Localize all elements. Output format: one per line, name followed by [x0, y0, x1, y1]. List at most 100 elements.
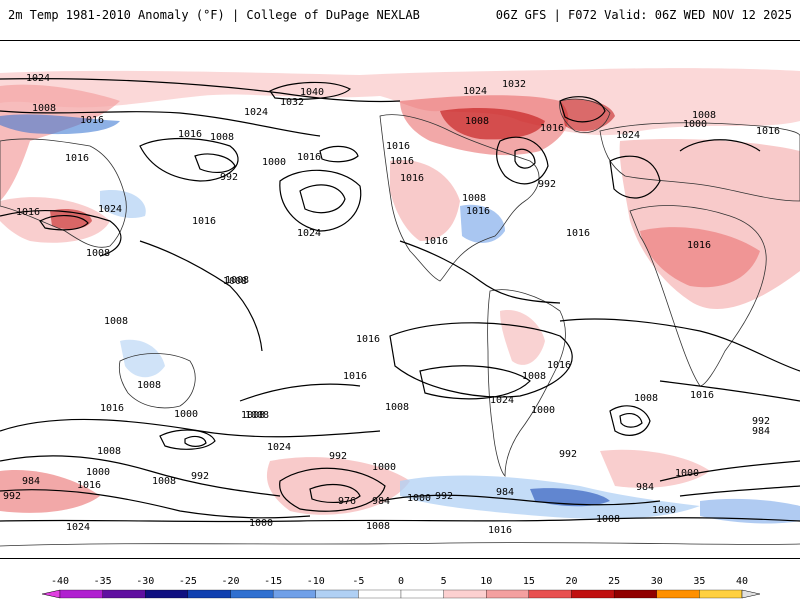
colorbar-swatches — [41, 589, 761, 599]
colorbar-tick-label: 5 — [441, 576, 447, 587]
isobar-label: 1016 — [356, 334, 380, 345]
isobar-line — [0, 110, 321, 137]
colorbar-left-arrow — [41, 589, 61, 599]
isobar-label: 1016 — [65, 153, 89, 164]
isobar-line — [609, 155, 661, 199]
anomaly-region — [0, 114, 120, 135]
isobar-label: 1024 — [98, 204, 122, 215]
isobar-line — [139, 240, 263, 352]
isobar-label: 1008 — [385, 402, 409, 413]
isobar-line — [299, 184, 346, 214]
isobar-label: 992 — [752, 416, 770, 427]
isobar-label: 1032 — [502, 79, 526, 90]
colorbar-swatch — [699, 589, 743, 599]
colorbar-swatch — [187, 589, 231, 599]
colorbar-swatch — [358, 589, 402, 599]
anomaly-region — [460, 204, 505, 243]
isobar-line — [309, 483, 361, 503]
isobar-line — [0, 489, 311, 519]
antarctica-outline — [0, 542, 800, 547]
isobar-label: 992 — [329, 451, 347, 462]
isobar-label: 1008 — [596, 514, 620, 525]
colorbar-swatch — [613, 589, 657, 599]
greenland-outline — [559, 98, 611, 133]
isobar-line — [559, 96, 606, 123]
colorbar-tick-label: -40 — [51, 576, 69, 587]
isobar-label: 1016 — [343, 371, 367, 382]
isobar-line — [0, 418, 381, 438]
isobar-label: 1016 — [178, 129, 202, 140]
isobar-label: 1016 — [687, 240, 711, 251]
isobar-line — [389, 322, 573, 398]
isobar-line — [0, 455, 281, 497]
colorbar-tick-label: -30 — [136, 576, 154, 587]
isobar-label: 1016 — [192, 216, 216, 227]
isobar-label: 1016 — [547, 360, 571, 371]
isobar-labels: 1024 1008 1016 1016 1016 1008 992 1000 1… — [3, 73, 780, 536]
map-panel[interactable]: 1024 1008 1016 1016 1016 1008 992 1000 1… — [0, 40, 800, 559]
colorbar-swatch — [59, 589, 103, 599]
isobar-line — [379, 494, 661, 506]
isobar-label: 1008 — [634, 393, 658, 404]
isobar-line — [184, 435, 207, 447]
isobar-label: 1000 — [675, 468, 699, 479]
isobar-label: 1040 — [300, 87, 324, 98]
anomaly-region — [700, 498, 800, 524]
isobar-label: 1016 — [566, 228, 590, 239]
anomaly-region — [440, 108, 545, 140]
isobar-line — [139, 137, 239, 182]
colorbar-tick-label: 15 — [523, 576, 535, 587]
isobar-label: 1000 — [652, 505, 676, 516]
isobar-label: 1000 — [262, 157, 286, 168]
south-america-outline — [487, 289, 566, 477]
isobar-line — [609, 405, 651, 436]
isobar-line — [679, 139, 761, 152]
coastlines — [0, 98, 800, 547]
map-title: 2m Temp 1981-2010 Anomaly (°F) | College… — [8, 8, 420, 22]
isobar-label: 1000 — [407, 493, 431, 504]
anomaly-region — [560, 99, 615, 132]
colorbar-tick-label: -35 — [94, 576, 112, 587]
isobar-label: 1008 — [225, 275, 249, 286]
run-info: 06Z GFS | F072 Valid: 06Z WED NOV 12 202… — [495, 8, 792, 22]
isobar-label: 1008 — [32, 103, 56, 114]
north-america-outline — [379, 114, 540, 282]
colorbar-swatch — [571, 589, 615, 599]
isobar-label: 1016 — [756, 126, 780, 137]
anomaly-region — [640, 227, 760, 288]
colorbar-swatch — [145, 589, 189, 599]
colorbar-tick-label: 35 — [693, 576, 705, 587]
isobar-label: 1008 — [692, 110, 716, 121]
isobar-label: 1016 — [540, 123, 564, 134]
isobar-label: 992 — [435, 491, 453, 502]
isobars — [0, 78, 800, 523]
isobar-line — [399, 240, 561, 304]
colorbar-tick-label: -5 — [352, 576, 364, 587]
colorbar-swatch — [230, 589, 274, 599]
isobar-label: 984 — [752, 426, 770, 437]
isobar-label: 1016 — [297, 152, 321, 163]
isobar-line — [559, 318, 800, 372]
colorbar-swatch — [400, 589, 444, 599]
isobar-label: 1016 — [400, 173, 424, 184]
isobar-label: 1016 — [16, 207, 40, 218]
isobar-line — [0, 517, 800, 523]
isobar-label: 984 — [636, 482, 654, 493]
isobar-label: 1008 — [137, 380, 161, 391]
isobar-label: 1016 — [100, 403, 124, 414]
isobar-label: 1000 — [249, 518, 273, 529]
isobar-label: 1016 — [80, 115, 104, 126]
isobar-label: 984 — [22, 476, 40, 487]
isobar-label: 1000 — [86, 467, 110, 478]
isobar-label: 984 — [372, 496, 390, 507]
isobar-label: 1008 — [245, 410, 269, 421]
europe-asia-outline — [599, 122, 800, 202]
isobar-label: 1000 — [174, 409, 198, 420]
australia-outline — [118, 353, 196, 409]
isobar-line — [39, 215, 89, 231]
isobar-label: 1008 — [366, 521, 390, 532]
isobar-label: 984 — [496, 487, 514, 498]
isobar-line — [619, 413, 643, 428]
isobar-label: 976 — [338, 496, 356, 507]
isobar-line — [496, 136, 549, 185]
